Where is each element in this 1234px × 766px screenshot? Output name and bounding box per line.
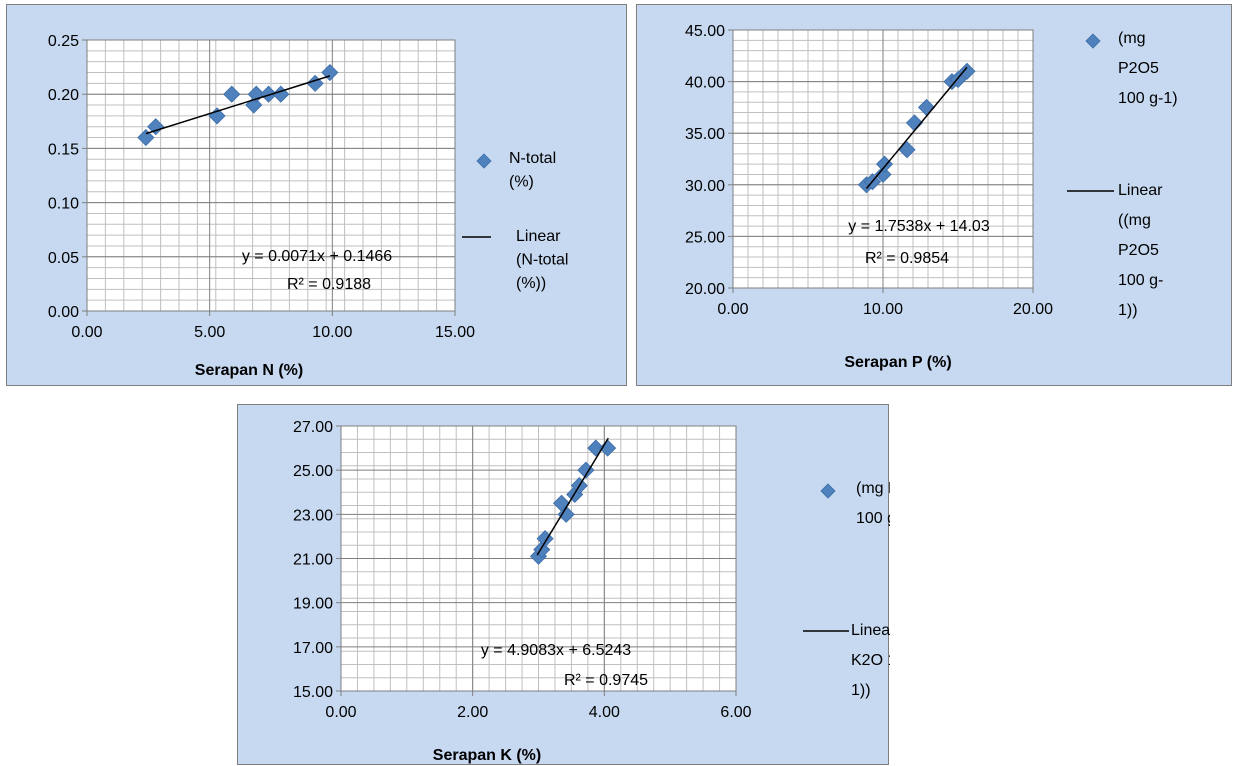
y-tick-label: 0.00	[48, 304, 79, 321]
y-tick-label: 25.00	[293, 463, 333, 480]
trendline-r-squared: R² = 0.9188	[287, 276, 371, 293]
trendline-r-squared: R² = 0.9854	[865, 250, 949, 267]
legend-marker-icon	[820, 483, 836, 499]
x-tick-label: 0.00	[71, 324, 102, 341]
chart-panel-serapan-n: 0.00 0.05 0.10 0.15 0.20 0.25 0.00 5.00 10.00 15.…	[6, 4, 627, 386]
y-tick-label: 15.00	[293, 684, 333, 701]
x-axis-title: Serapan K (%)	[433, 747, 541, 764]
legend-trendline-label: 1))	[1118, 302, 1138, 319]
data-point	[557, 505, 575, 523]
legend-trendline-label: Linear ((mg	[851, 622, 890, 639]
x-tick-label: 10.00	[312, 324, 352, 341]
legend-marker-icon	[476, 153, 492, 169]
legend-trendline-label: 100 g-	[1118, 272, 1163, 289]
scatter-chart-p: 20.00 25.00 30.00 35.00 40.00 45.00 0.00 10.00 2…	[685, 23, 1178, 371]
y-tick-label: 17.00	[293, 640, 333, 657]
data-point	[137, 128, 155, 147]
chart-panel-serapan-p: 20.00 25.00 30.00 35.00 40.00 45.00 0.00 10.00 2…	[636, 4, 1232, 386]
scatter-chart-n: 0.00 0.05 0.10 0.15 0.20 0.25 0.00 5.00 10.00 15.…	[48, 33, 569, 379]
y-tick-label: 0.15	[48, 141, 79, 158]
legend-series-label: (mg K2O	[856, 480, 890, 497]
legend-series-label: P2O5	[1118, 60, 1159, 77]
legend-series-label: N-total	[509, 150, 556, 167]
x-tick-label: 0.00	[717, 301, 748, 318]
legend-trendline-label: P2O5	[1118, 242, 1159, 259]
y-tick-label: 30.00	[685, 178, 725, 195]
y-tick-label: 0.05	[48, 250, 79, 267]
y-tick-label: 21.00	[293, 552, 333, 569]
legend-series-label: (%)	[509, 174, 534, 191]
y-tick-label: 45.00	[685, 23, 725, 40]
trendline	[536, 437, 609, 556]
legend-series-label: 100 g-1)	[856, 510, 890, 527]
legend-trendline-label: K2O 100 g-	[851, 652, 890, 669]
trendline-equation: y = 1.7538x + 14.03	[848, 218, 990, 235]
plot-border	[340, 425, 737, 692]
legend-trendline-label: (N-total	[516, 252, 568, 269]
y-tick-label: 0.20	[48, 87, 79, 104]
trendline	[145, 75, 331, 135]
legend-series-label: (mg	[1118, 30, 1146, 47]
legend-trendline-label: Linear	[1118, 182, 1163, 199]
x-tick-label: 4.00	[589, 704, 620, 721]
x-tick-label: 10.00	[863, 301, 903, 318]
x-tick-label: 2.00	[457, 704, 488, 721]
y-tick-label: 27.00	[293, 419, 333, 436]
y-tick-label: 20.00	[685, 281, 725, 298]
trendline-r-squared: R² = 0.9745	[564, 672, 648, 689]
legend-trendline-label: 1))	[851, 682, 871, 699]
data-point	[874, 165, 892, 184]
scatter-chart-k: 15.00 17.00 19.00 21.00 23.00 25.00 27.00 0.00 2…	[293, 419, 890, 764]
y-tick-label: 40.00	[685, 75, 725, 92]
x-tick-label: 6.00	[720, 704, 751, 721]
legend-marker-icon	[1085, 33, 1101, 49]
trendline-equation: y = 0.0071x + 0.1466	[242, 248, 392, 265]
x-tick-label: 5.00	[194, 324, 225, 341]
data-point	[223, 85, 241, 103]
x-axis-title: Serapan N (%)	[195, 362, 303, 379]
y-tick-label: 35.00	[685, 126, 725, 143]
data-point	[958, 62, 976, 80]
y-tick-label: 23.00	[293, 507, 333, 524]
chart-panel-serapan-k: 15.00 17.00 19.00 21.00 23.00 25.00 27.00 0.00 2…	[237, 404, 890, 765]
trendline	[865, 66, 968, 190]
data-point	[259, 85, 278, 103]
legend-trendline-label: Linear	[516, 228, 561, 245]
plot-border	[86, 39, 456, 312]
x-tick-label: 15.00	[435, 324, 475, 341]
x-axis-title: Serapan P (%)	[844, 354, 951, 371]
plot-border	[732, 29, 1034, 289]
y-tick-label: 0.25	[48, 33, 79, 50]
y-tick-label: 25.00	[685, 229, 725, 246]
trendline-equation: y = 4.9083x + 6.5243	[481, 642, 631, 659]
x-tick-label: 20.00	[1013, 301, 1053, 318]
y-tick-label: 19.00	[293, 596, 333, 613]
data-point	[147, 118, 165, 136]
legend-trendline-label: ((mg	[1118, 212, 1151, 229]
x-tick-label: 0.00	[325, 704, 356, 721]
legend-trendline-label: (%))	[516, 275, 546, 292]
data-point	[599, 439, 617, 457]
legend-series-label: 100 g-1)	[1118, 90, 1178, 107]
y-tick-label: 0.10	[48, 196, 79, 213]
